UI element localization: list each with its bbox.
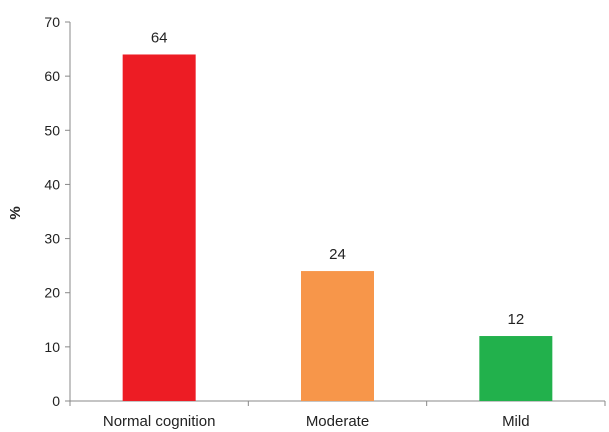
y-tick-label: 0 [52, 393, 60, 409]
data-label: 64 [151, 29, 168, 46]
y-axis-label: % [7, 206, 24, 219]
bar-mild [479, 336, 553, 401]
category-label: Moderate [306, 413, 369, 430]
y-tick-label: 20 [44, 285, 60, 301]
y-tick-label: 10 [44, 339, 60, 355]
data-labels: 64 24 12 [151, 29, 524, 328]
y-axis-ticks: 0 10 20 30 40 50 60 70 [44, 14, 70, 409]
bar-series [122, 54, 553, 401]
category-label: Mild [502, 413, 530, 430]
y-tick-label: 70 [44, 14, 60, 30]
y-tick-label: 40 [44, 176, 60, 192]
bar-normal-cognition [122, 54, 196, 401]
category-label: Normal cognition [103, 413, 216, 430]
y-tick-label: 50 [44, 122, 60, 138]
category-labels: Normal cognition Moderate Mild [103, 413, 530, 430]
x-axis-ticks [69, 401, 606, 406]
data-label: 24 [329, 246, 346, 263]
y-tick-label: 30 [44, 231, 60, 247]
data-label: 12 [507, 311, 524, 328]
bar-moderate [301, 271, 374, 401]
y-tick-label: 60 [44, 68, 60, 84]
